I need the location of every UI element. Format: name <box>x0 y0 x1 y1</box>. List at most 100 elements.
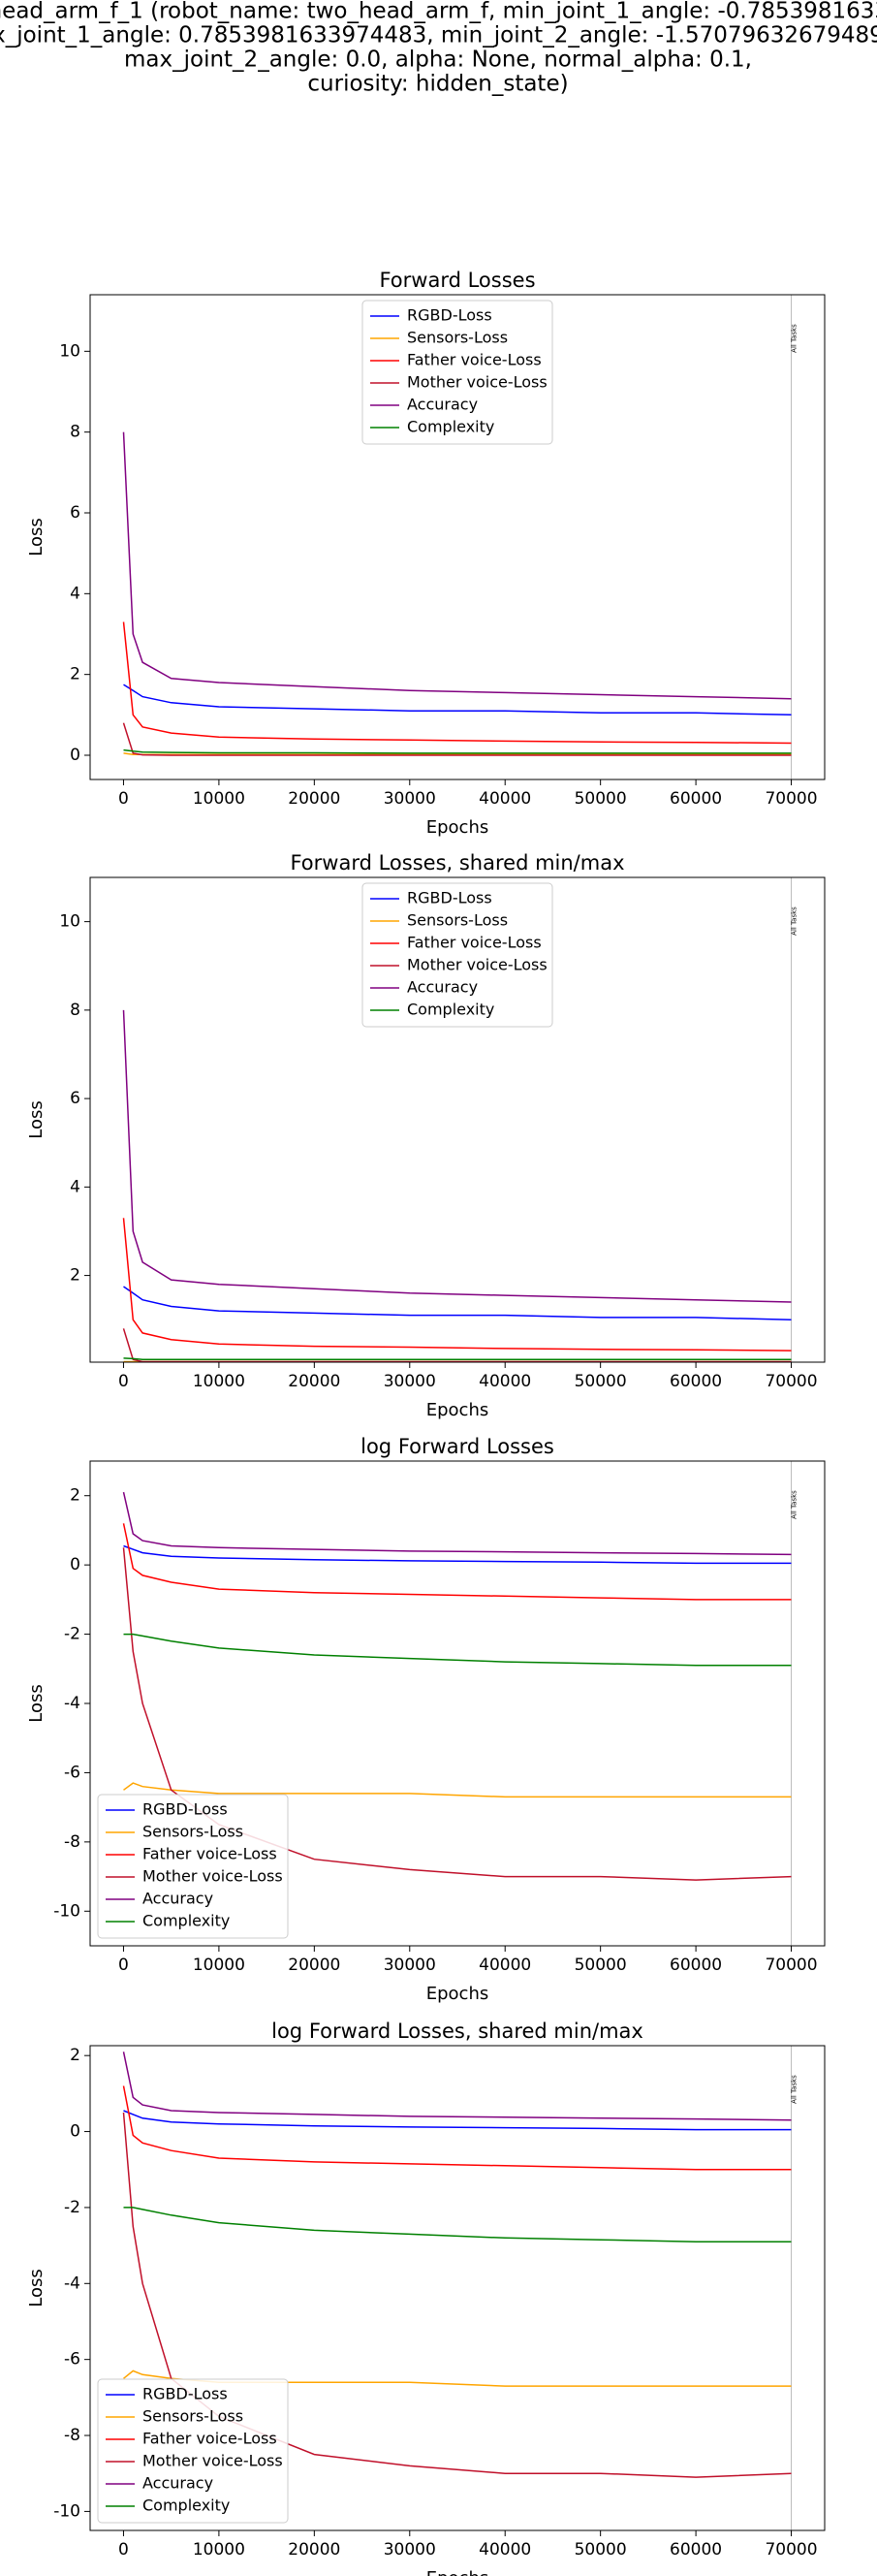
legend-box <box>97 2378 289 2524</box>
legend-label: Sensors-Loss <box>142 1823 243 1841</box>
series-line <box>122 1491 792 1556</box>
legend-label: Accuracy <box>407 978 478 997</box>
x-tick-label: 40000 <box>479 2540 531 2560</box>
legend-label: Accuracy <box>142 2474 213 2493</box>
legend-label: Sensors-Loss <box>407 911 508 930</box>
x-axis-label: Epochs <box>426 817 489 838</box>
legend-label: Mother voice-Loss <box>407 956 548 974</box>
x-tick-label: 50000 <box>575 2540 627 2560</box>
suptitle: max_joint_2_angle: 0.0, alpha: None, nor… <box>124 48 752 73</box>
x-tick-label: 20000 <box>288 789 340 809</box>
chart-title: Forward Losses <box>379 269 535 292</box>
y-tick-label: 4 <box>70 584 80 603</box>
annotation: All Tasks <box>791 1490 799 1519</box>
y-axis-label: Loss <box>26 518 47 556</box>
series-line <box>123 2207 792 2242</box>
series-line <box>123 1633 792 1667</box>
y-tick-label: 2 <box>70 2046 80 2065</box>
series-line <box>123 1544 792 1565</box>
x-tick-label: 30000 <box>384 1372 436 1391</box>
y-tick-label: 8 <box>70 423 80 442</box>
chart-title: Forward Losses, shared min/max <box>290 851 624 875</box>
chart-title: log Forward Losses, shared min/max <box>271 2019 643 2043</box>
y-tick-label: 10 <box>59 912 80 932</box>
series-line <box>122 1547 792 1881</box>
y-axis-label: Loss <box>26 1684 47 1722</box>
x-tick-label: 60000 <box>670 1372 722 1391</box>
y-tick-label: -8 <box>64 1832 80 1852</box>
y-tick-label: 2 <box>70 1266 80 1286</box>
x-tick-label: 0 <box>118 2540 129 2560</box>
series-line <box>122 2051 792 2121</box>
x-tick-label: 10000 <box>193 1372 245 1391</box>
y-tick-label: -6 <box>64 1763 80 1782</box>
x-axis-label: Epochs <box>426 1400 489 1420</box>
x-axis-label: Epochs <box>426 1984 489 2004</box>
y-tick-label: -4 <box>64 2274 80 2293</box>
series-line <box>122 1523 792 1601</box>
legend-label: Complexity <box>407 418 494 436</box>
legend-label: Father voice-Loss <box>407 934 542 952</box>
legend-label: Father voice-Loss <box>142 2430 277 2448</box>
annotation: All Tasks <box>791 324 799 353</box>
x-tick-label: 10000 <box>193 2540 245 2560</box>
chart-title: log Forward Losses <box>360 1435 554 1458</box>
x-tick-label: 30000 <box>384 789 436 809</box>
y-tick-label: 10 <box>59 341 80 361</box>
x-tick-label: 70000 <box>765 789 817 809</box>
x-tick-label: 60000 <box>670 1956 722 1975</box>
legend-label: Complexity <box>142 2496 230 2515</box>
plot-frame <box>89 294 826 780</box>
plot-frame <box>89 1460 826 1947</box>
x-tick-label: 70000 <box>765 1956 817 1975</box>
x-tick-label: 70000 <box>765 2540 817 2560</box>
x-tick-label: 50000 <box>575 1372 627 1391</box>
suptitle: eft_two_head_arm_f_1 (robot_name: two_he… <box>0 0 877 24</box>
series-line <box>122 431 792 700</box>
plot-frame <box>89 2045 826 2531</box>
x-tick-label: 20000 <box>288 2540 340 2560</box>
x-tick-label: 30000 <box>384 1956 436 1975</box>
legend-label: Sensors-Loss <box>407 329 508 347</box>
y-tick-label: 2 <box>70 1486 80 1506</box>
x-tick-label: 30000 <box>384 2540 436 2560</box>
y-tick-label: -2 <box>64 2198 80 2217</box>
y-axis-label: Loss <box>26 2269 47 2306</box>
legend-label: RGBD-Loss <box>407 889 492 907</box>
suptitle: max_joint_1_angle: 0.7853981633974483, m… <box>0 23 877 48</box>
x-tick-label: 10000 <box>193 789 245 809</box>
x-tick-label: 50000 <box>575 789 627 809</box>
x-axis-label: Epochs <box>426 2568 489 2576</box>
suptitle: curiosity: hidden_state) <box>307 72 568 97</box>
x-tick-label: 0 <box>118 1372 129 1391</box>
x-tick-label: 60000 <box>670 2540 722 2560</box>
series-line <box>122 2085 792 2171</box>
x-tick-label: 20000 <box>288 1372 340 1391</box>
x-tick-label: 0 <box>118 1956 129 1975</box>
x-tick-label: 40000 <box>479 789 531 809</box>
x-tick-label: 0 <box>118 789 129 809</box>
legend-box <box>361 300 553 445</box>
x-tick-label: 40000 <box>479 1956 531 1975</box>
legend-label: Father voice-Loss <box>142 1845 277 1863</box>
y-tick-label: 2 <box>70 665 80 684</box>
legend-label: Mother voice-Loss <box>142 2452 283 2470</box>
series-line <box>123 1286 792 1320</box>
legend-label: Sensors-Loss <box>142 2407 243 2426</box>
series-line <box>122 2112 792 2478</box>
y-tick-label: 4 <box>70 1177 80 1196</box>
y-tick-label: 8 <box>70 1001 80 1020</box>
y-tick-label: -10 <box>53 2501 80 2521</box>
series-line <box>123 748 792 754</box>
y-tick-label: 0 <box>70 746 80 765</box>
series-line <box>123 1782 792 1798</box>
y-tick-label: -10 <box>53 1901 80 1921</box>
series-line <box>122 621 792 745</box>
legend-box <box>97 1794 289 1939</box>
series-line <box>123 1357 792 1361</box>
annotation: All Tasks <box>791 906 799 936</box>
legend-label: RGBD-Loss <box>142 1800 228 1819</box>
annotation: All Tasks <box>791 2075 799 2104</box>
